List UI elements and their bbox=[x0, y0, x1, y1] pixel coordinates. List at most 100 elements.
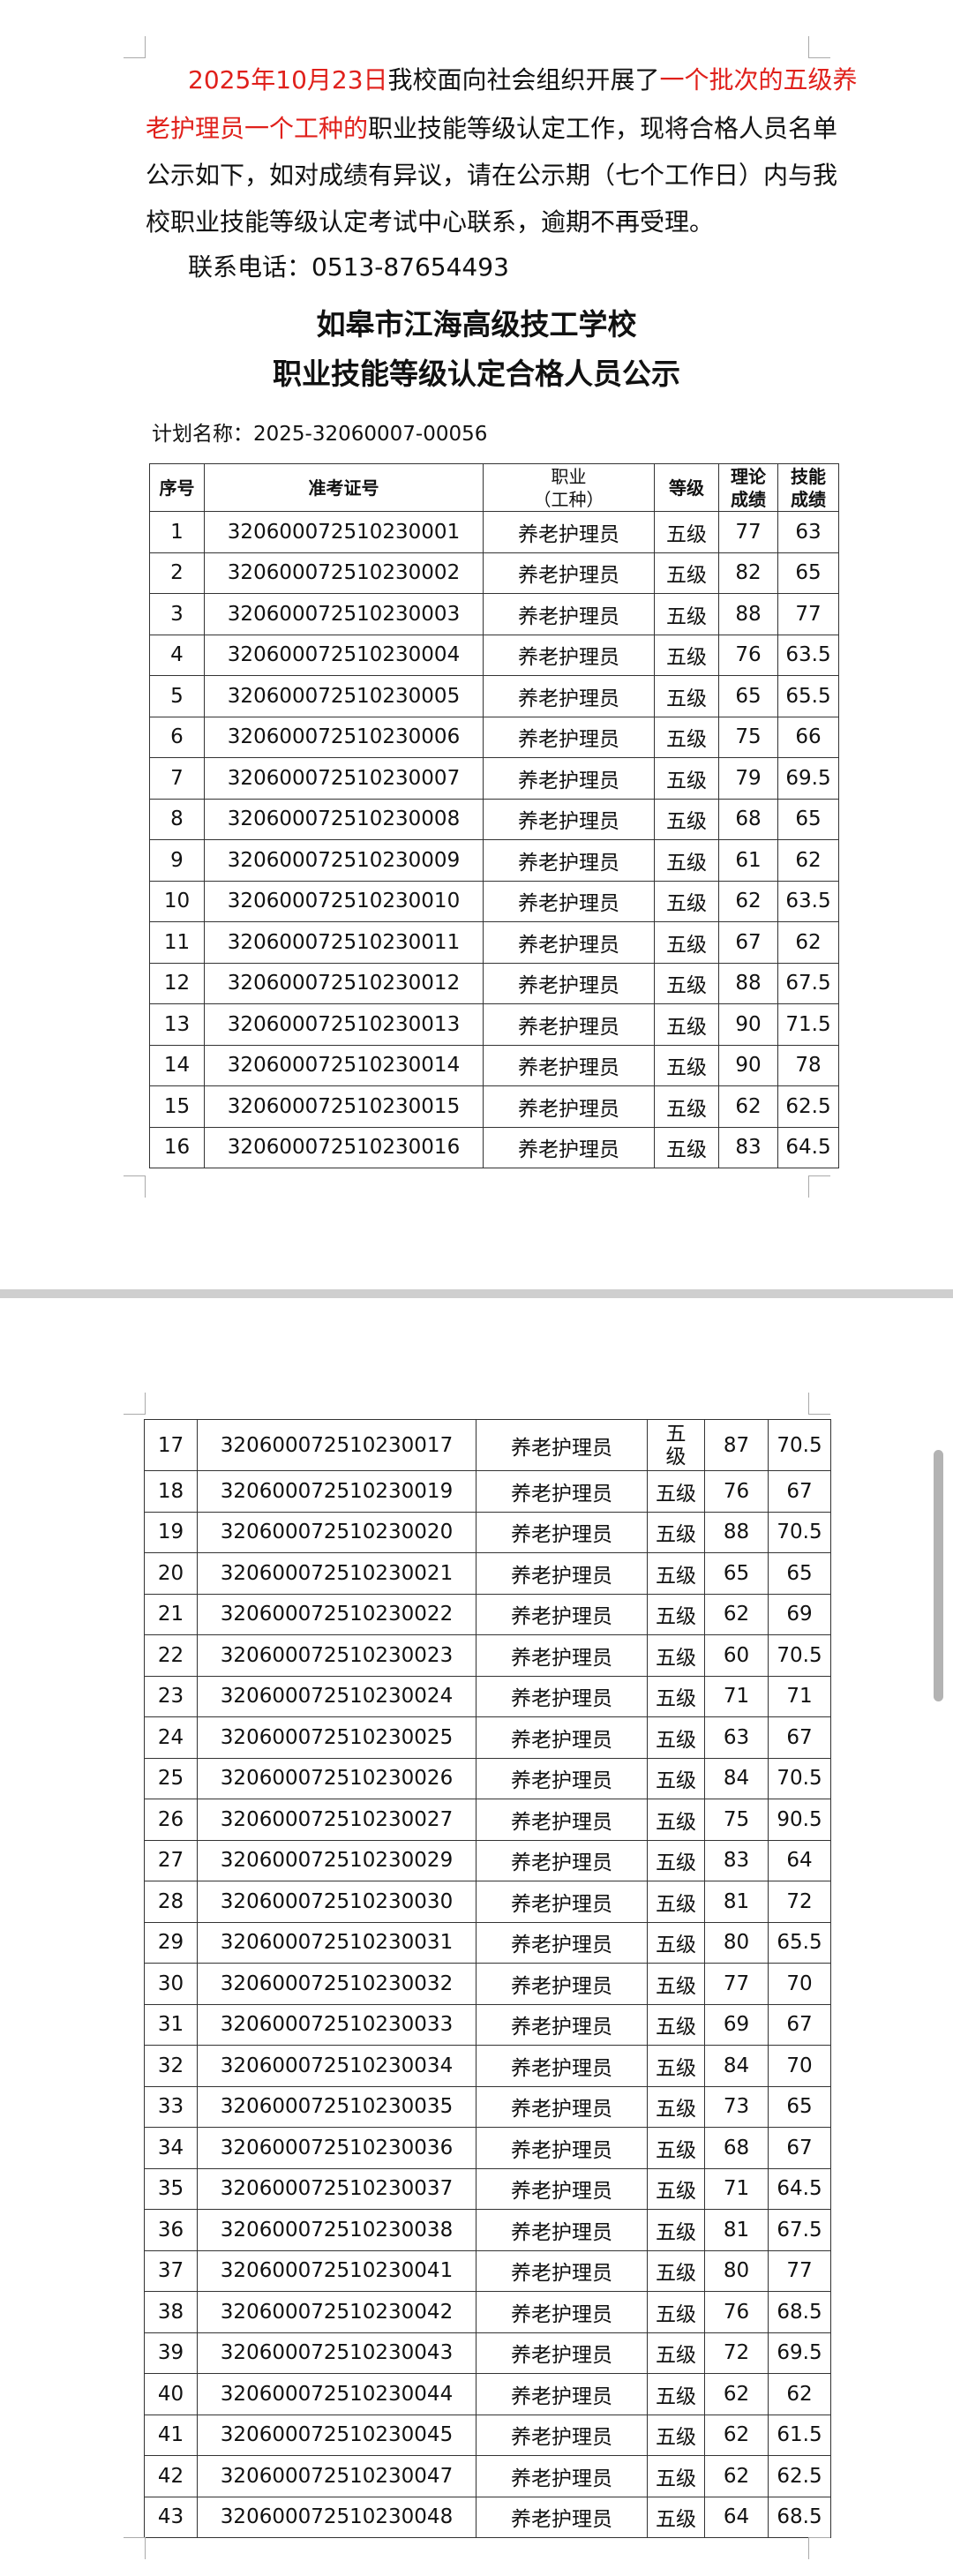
cell-skill-score: 71.5 bbox=[777, 1003, 839, 1046]
cell-occupation: 养老护理员 bbox=[476, 1419, 648, 1471]
cell-theory-score: 88 bbox=[718, 593, 778, 635]
cell-ticket-no: 320600072510230012 bbox=[204, 962, 484, 1004]
cell-skill-score: 63.5 bbox=[777, 634, 839, 676]
cell-theory-score: 76 bbox=[704, 1470, 769, 1513]
table-row: 31 320600072510230033 养老护理员 五级 69 67 bbox=[144, 2003, 831, 2046]
cell-occupation: 养老护理员 bbox=[476, 1881, 648, 1923]
page-corner-mark bbox=[808, 2537, 830, 2559]
table-row: 22 320600072510230023 养老护理员 五级 60 70.5 bbox=[144, 1634, 831, 1677]
cell-level: 五级 bbox=[647, 1716, 705, 1759]
cell-level: 五级 bbox=[654, 716, 719, 758]
table-row: 3 320600072510230003 养老护理员 五级 88 77 bbox=[149, 593, 839, 635]
page-corner-mark bbox=[124, 36, 146, 58]
table-row: 5 320600072510230005 养老护理员 五级 65 65.5 bbox=[149, 675, 839, 717]
cell-occupation: 养老护理员 bbox=[476, 2291, 648, 2333]
cell-seq: 19 bbox=[144, 1511, 198, 1553]
school-title: 如皋市江海高级技工学校 bbox=[316, 307, 637, 342]
cell-theory-score: 83 bbox=[718, 1126, 778, 1168]
cell-skill-score: 70.5 bbox=[768, 1511, 831, 1553]
header-level: 等级 bbox=[654, 463, 719, 512]
cell-ticket-no: 320600072510230042 bbox=[197, 2291, 476, 2333]
table-row: 9 320600072510230009 养老护理员 五级 61 62 bbox=[149, 839, 839, 882]
cell-skill-score: 65 bbox=[768, 1552, 831, 1595]
table-row: 10 320600072510230010 养老护理员 五级 62 63.5 bbox=[149, 880, 839, 922]
cell-seq: 33 bbox=[144, 2085, 198, 2128]
cell-occupation: 养老护理员 bbox=[483, 593, 655, 635]
cell-theory-score: 80 bbox=[704, 1921, 769, 1964]
cell-occupation: 养老护理员 bbox=[483, 839, 655, 882]
cell-occupation: 养老护理员 bbox=[476, 2332, 648, 2374]
cell-theory-score: 87 bbox=[704, 1419, 769, 1471]
cell-theory-score: 68 bbox=[718, 798, 778, 840]
cell-seq: 32 bbox=[144, 2045, 198, 2087]
cell-theory-score: 67 bbox=[718, 921, 778, 964]
table-row: 27 320600072510230029 养老护理员 五级 83 64 bbox=[144, 1839, 831, 1881]
cell-occupation: 养老护理员 bbox=[476, 1716, 648, 1759]
cell-theory-score: 81 bbox=[704, 2209, 769, 2251]
cell-occupation: 养老护理员 bbox=[483, 880, 655, 922]
cell-ticket-no: 320600072510230004 bbox=[204, 634, 484, 676]
cell-theory-score: 63 bbox=[704, 1716, 769, 1759]
cell-ticket-no: 320600072510230047 bbox=[197, 2455, 476, 2497]
cell-ticket-no: 320600072510230022 bbox=[197, 1593, 476, 1635]
cell-seq: 26 bbox=[144, 1799, 198, 1841]
cell-skill-score: 65 bbox=[768, 2085, 831, 2128]
cell-theory-score: 73 bbox=[704, 2085, 769, 2128]
page-corner-mark bbox=[124, 1393, 146, 1415]
cell-level: 五级 bbox=[647, 1675, 705, 1717]
cell-ticket-no: 320600072510230034 bbox=[197, 2045, 476, 2087]
table-row: 21 320600072510230022 养老护理员 五级 62 69 bbox=[144, 1593, 831, 1635]
cell-theory-score: 90 bbox=[718, 1003, 778, 1046]
cell-occupation: 养老护理员 bbox=[476, 1552, 648, 1595]
cell-occupation: 养老护理员 bbox=[476, 2373, 648, 2415]
cell-ticket-no: 320600072510230017 bbox=[197, 1419, 476, 1471]
cell-seq: 10 bbox=[149, 880, 205, 922]
cell-theory-score: 62 bbox=[718, 1085, 778, 1128]
table-row: 35 320600072510230037 养老护理员 五级 71 64.5 bbox=[144, 2167, 831, 2210]
table-row: 20 320600072510230021 养老护理员 五级 65 65 bbox=[144, 1552, 831, 1595]
cell-theory-score: 75 bbox=[704, 1799, 769, 1841]
cell-skill-score: 71 bbox=[768, 1675, 831, 1717]
table-row: 13 320600072510230013 养老护理员 五级 90 71.5 bbox=[149, 1003, 839, 1046]
cell-level: 五级 bbox=[647, 1419, 705, 1471]
page-corner-mark bbox=[808, 1393, 830, 1415]
cell-ticket-no: 320600072510230048 bbox=[197, 2496, 476, 2538]
cell-seq: 25 bbox=[144, 1757, 198, 1799]
cell-seq: 34 bbox=[144, 2127, 198, 2169]
cell-seq: 12 bbox=[149, 962, 205, 1004]
cell-skill-score: 70.5 bbox=[768, 1419, 831, 1471]
cell-seq: 18 bbox=[144, 1470, 198, 1513]
cell-seq: 22 bbox=[144, 1634, 198, 1677]
cell-ticket-no: 320600072510230023 bbox=[197, 1634, 476, 1677]
cell-theory-score: 88 bbox=[704, 1511, 769, 1553]
cell-skill-score: 64 bbox=[768, 1839, 831, 1881]
cell-level: 五级 bbox=[647, 2003, 705, 2046]
vertical-scrollbar[interactable] bbox=[934, 1450, 943, 1701]
table-row: 38 320600072510230042 养老护理员 五级 76 68.5 bbox=[144, 2291, 831, 2333]
cell-occupation: 养老护理员 bbox=[476, 2209, 648, 2251]
cell-ticket-no: 320600072510230021 bbox=[197, 1552, 476, 1595]
cell-ticket-no: 320600072510230015 bbox=[204, 1085, 484, 1128]
table-row: 19 320600072510230020 养老护理员 五级 88 70.5 bbox=[144, 1511, 831, 1553]
cell-skill-score: 77 bbox=[768, 2249, 831, 2292]
cell-level: 五级 bbox=[647, 2414, 705, 2456]
cell-level: 五级 bbox=[647, 1511, 705, 1553]
cell-skill-score: 66 bbox=[777, 716, 839, 758]
header-seq: 序号 bbox=[149, 463, 205, 512]
cell-seq: 29 bbox=[144, 1921, 198, 1964]
cell-occupation: 养老护理员 bbox=[483, 716, 655, 758]
cell-theory-score: 62 bbox=[704, 2414, 769, 2456]
cell-seq: 24 bbox=[144, 1716, 198, 1759]
cell-ticket-no: 320600072510230020 bbox=[197, 1511, 476, 1553]
cell-occupation: 养老护理员 bbox=[476, 1593, 648, 1635]
cell-theory-score: 79 bbox=[718, 757, 778, 800]
page-corner-mark bbox=[124, 2537, 146, 2559]
cell-skill-score: 70 bbox=[768, 1963, 831, 2005]
cell-seq: 9 bbox=[149, 839, 205, 882]
cell-theory-score: 65 bbox=[704, 1552, 769, 1595]
table-row: 39 320600072510230043 养老护理员 五级 72 69.5 bbox=[144, 2332, 831, 2374]
cell-seq: 41 bbox=[144, 2414, 198, 2456]
cell-theory-score: 68 bbox=[704, 2127, 769, 2169]
table-row: 24 320600072510230025 养老护理员 五级 63 67 bbox=[144, 1716, 831, 1759]
cell-theory-score: 76 bbox=[704, 2291, 769, 2333]
